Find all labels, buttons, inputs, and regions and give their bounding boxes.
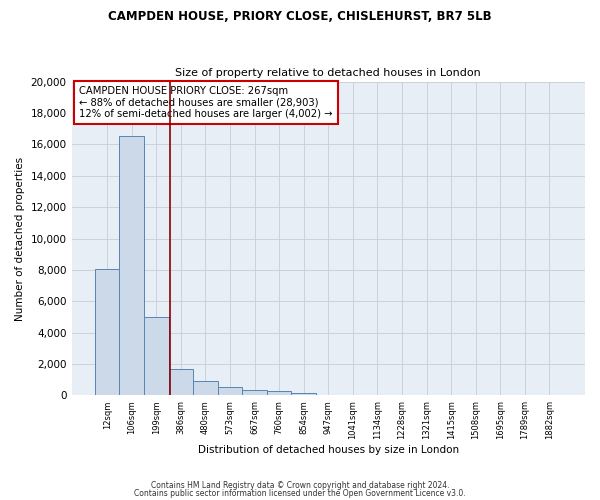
Text: CAMPDEN HOUSE, PRIORY CLOSE, CHISLEHURST, BR7 5LB: CAMPDEN HOUSE, PRIORY CLOSE, CHISLEHURST… bbox=[108, 10, 492, 23]
Text: CAMPDEN HOUSE PRIORY CLOSE: 267sqm
← 88% of detached houses are smaller (28,903): CAMPDEN HOUSE PRIORY CLOSE: 267sqm ← 88%… bbox=[79, 86, 333, 120]
Bar bbox=[267, 391, 292, 396]
Bar bbox=[218, 387, 242, 396]
Bar bbox=[144, 317, 169, 396]
Bar bbox=[95, 269, 119, 396]
Bar bbox=[169, 369, 193, 396]
Text: Contains public sector information licensed under the Open Government Licence v3: Contains public sector information licen… bbox=[134, 488, 466, 498]
Title: Size of property relative to detached houses in London: Size of property relative to detached ho… bbox=[175, 68, 481, 78]
Y-axis label: Number of detached properties: Number of detached properties bbox=[15, 156, 25, 320]
Bar bbox=[292, 392, 316, 396]
Bar bbox=[242, 390, 267, 396]
Bar bbox=[119, 136, 144, 396]
Bar bbox=[193, 380, 218, 396]
X-axis label: Distribution of detached houses by size in London: Distribution of detached houses by size … bbox=[198, 445, 459, 455]
Text: Contains HM Land Registry data © Crown copyright and database right 2024.: Contains HM Land Registry data © Crown c… bbox=[151, 481, 449, 490]
